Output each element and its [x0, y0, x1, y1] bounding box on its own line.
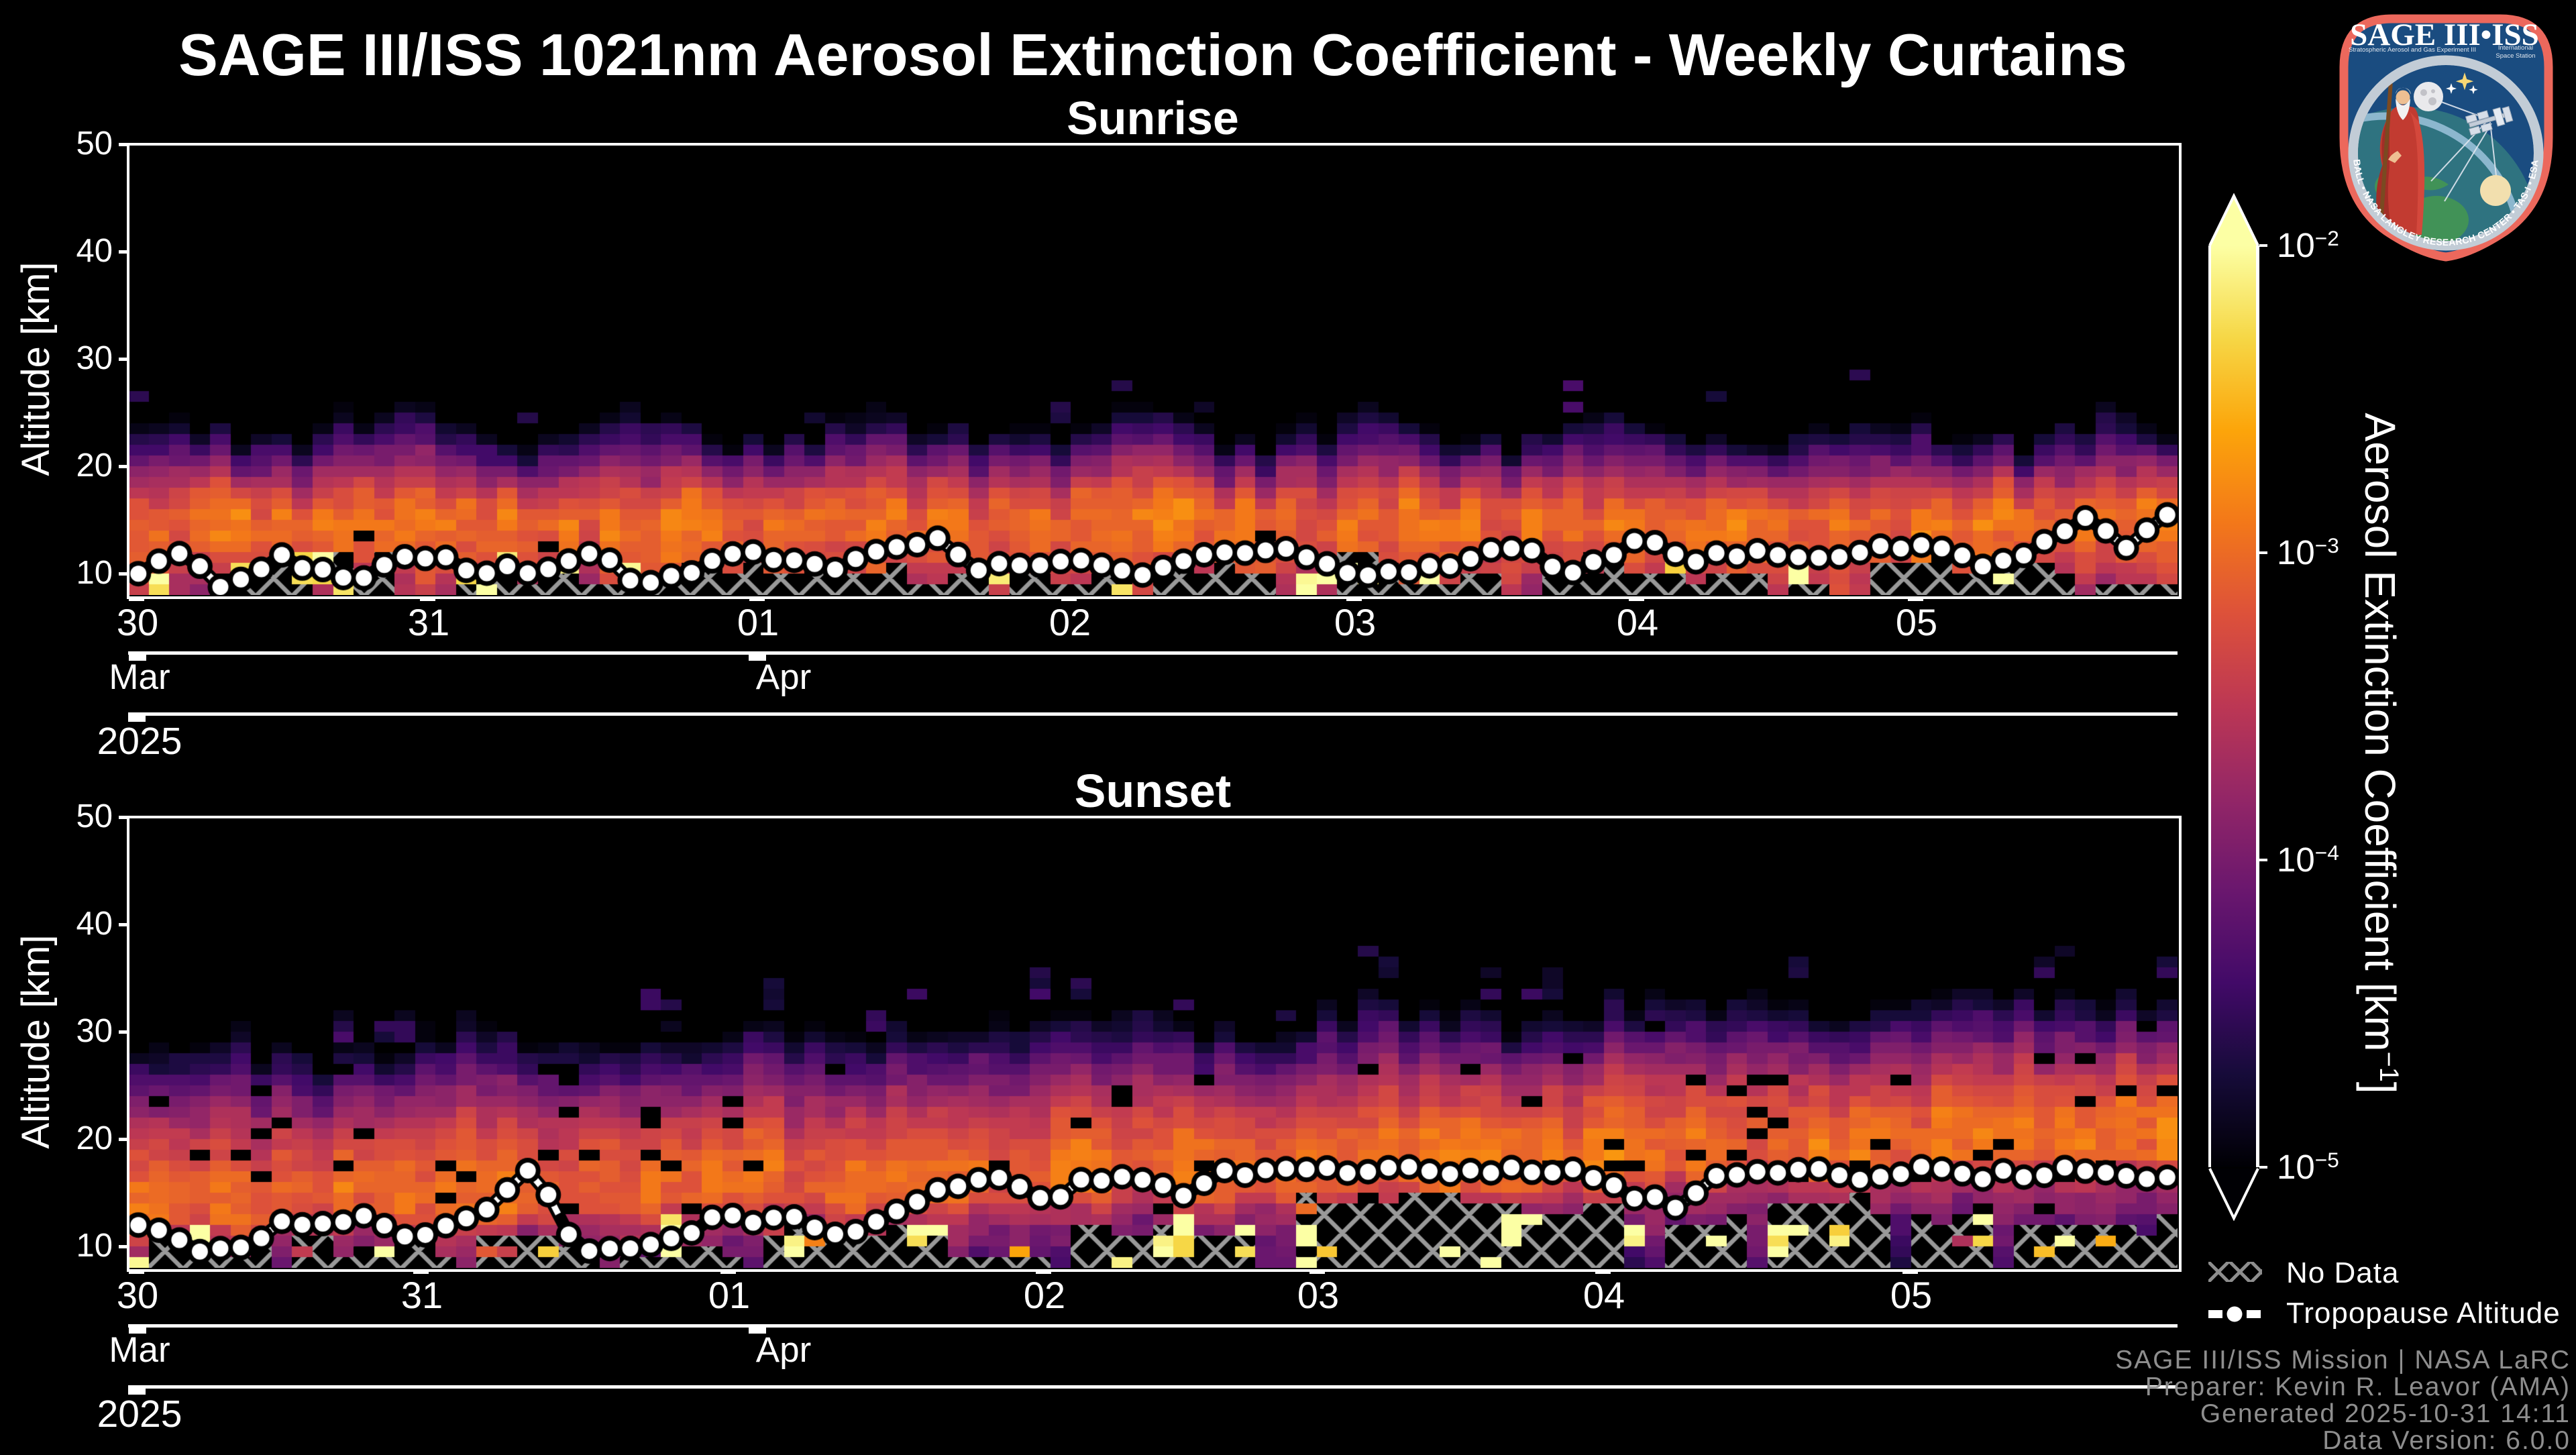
svg-text:Space Station: Space Station [2496, 52, 2535, 60]
svg-text:International: International [2498, 44, 2533, 52]
svg-text:Stratospheric Aerosol and Gas: Stratospheric Aerosol and Gas Experiment… [2349, 46, 2476, 54]
svg-text:SAGE III•ISS: SAGE III•ISS [2350, 17, 2539, 52]
